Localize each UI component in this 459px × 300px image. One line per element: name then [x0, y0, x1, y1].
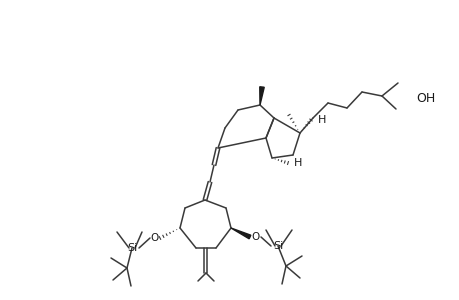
Text: H: H [317, 115, 326, 125]
Text: Si: Si [272, 241, 282, 251]
Text: OH: OH [415, 92, 434, 104]
Text: Si: Si [127, 243, 137, 253]
Polygon shape [259, 87, 263, 105]
Polygon shape [230, 228, 250, 239]
Text: O: O [151, 233, 159, 243]
Text: O: O [252, 232, 259, 242]
Text: H: H [293, 158, 302, 168]
